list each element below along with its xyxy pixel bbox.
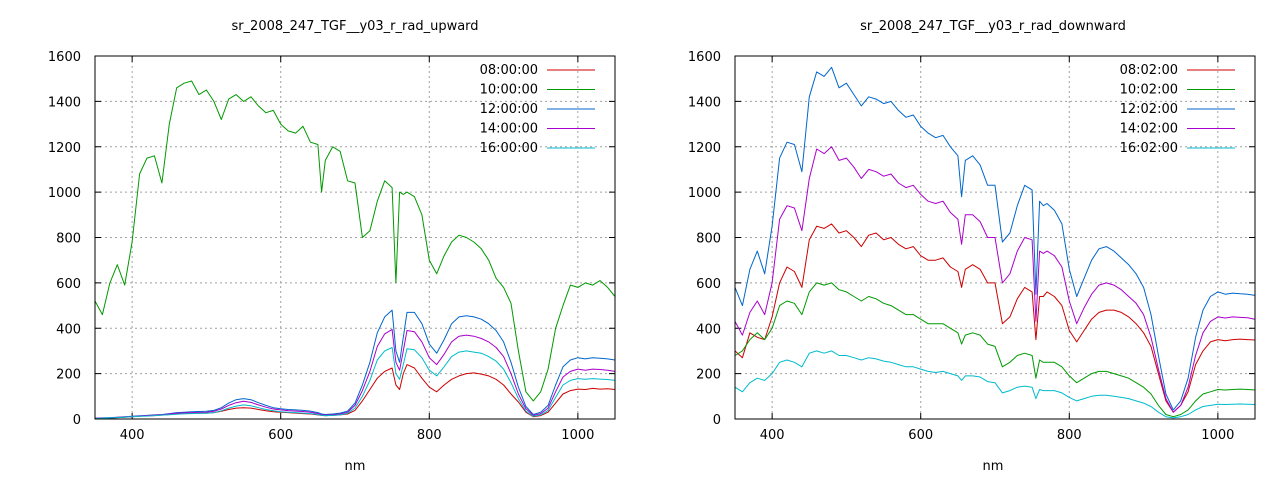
- series-line-1: [94, 364, 616, 419]
- x-tick-label: 800: [1057, 428, 1082, 443]
- tick-labels: 400 600 800 1000 0 200 400 600 800 1000 1200 1400 16…: [688, 50, 1255, 443]
- series-line-5: [734, 350, 1256, 419]
- chart-title: sr_2008_247_TGF__y03_r_rad_upward: [231, 19, 478, 34]
- y-tick-label: 1200: [688, 141, 721, 156]
- y-tick-label: 400: [56, 322, 81, 337]
- x-tick-label: 1000: [1201, 428, 1234, 443]
- x-tick-label: 1000: [561, 428, 594, 443]
- y-tick-label: 800: [56, 232, 81, 247]
- legend-label: 08:02:00: [1120, 63, 1178, 78]
- series-line-3: [734, 66, 1256, 411]
- x-axis-label: nm: [983, 459, 1004, 474]
- y-tick-label: 200: [56, 368, 81, 383]
- grid-lines: [95, 56, 615, 419]
- y-tick-label: 1400: [48, 95, 81, 110]
- y-tick-label: 200: [696, 368, 721, 383]
- legend-label: 08:00:00: [480, 63, 538, 78]
- series-line-4: [94, 328, 616, 419]
- y-tick-label: 1400: [688, 95, 721, 110]
- series-lines: [94, 80, 616, 419]
- y-tick-label: 1600: [48, 50, 81, 65]
- legend-label: 16:00:00: [480, 141, 538, 156]
- legend-label: 16:02:00: [1120, 141, 1178, 156]
- y-tick-label: 1000: [688, 186, 721, 201]
- x-tick-label: 400: [760, 428, 785, 443]
- legend-label: 10:00:00: [480, 83, 538, 98]
- series-line-5: [94, 347, 616, 419]
- legend-label: 12:00:00: [480, 102, 538, 117]
- series-line-2: [94, 80, 616, 402]
- series-line-3: [94, 309, 616, 419]
- x-tick-label: 600: [908, 428, 933, 443]
- y-tick-label: 1600: [688, 50, 721, 65]
- legend-label: 10:02:00: [1120, 83, 1178, 98]
- legend: 08:00:00 10:00:00 12:00:00 14:00:00 16:00:00: [480, 63, 595, 156]
- x-tick-label: 400: [120, 428, 145, 443]
- chart-title: sr_2008_247_TGF__y03_r_rad_downward: [860, 19, 1126, 34]
- plot-frame: [94, 55, 616, 420]
- y-tick-label: 400: [696, 322, 721, 337]
- legend-label: 12:02:00: [1120, 102, 1178, 117]
- y-tick-label: 0: [73, 413, 81, 428]
- series-lines: [734, 66, 1256, 419]
- legend-label: 14:02:00: [1120, 122, 1178, 137]
- chart-downward: sr_2008_247_TGF__y03_r_rad_downward 400 6…: [688, 19, 1256, 474]
- y-tick-label: 600: [696, 277, 721, 292]
- y-tick-label: 800: [696, 232, 721, 247]
- plot-frame: [734, 55, 1256, 420]
- y-tick-label: 600: [56, 277, 81, 292]
- y-tick-label: 0: [713, 413, 721, 428]
- series-line-1: [734, 223, 1256, 413]
- legend: 08:02:00 10:02:00 12:02:00 14:02:00 16:02:00: [1120, 63, 1235, 156]
- series-line-4: [734, 146, 1256, 413]
- chart-upward: sr_2008_247_TGF__y03_r_rad_upward 400 600…: [48, 19, 616, 474]
- series-line-2: [734, 282, 1256, 418]
- x-axis-label: nm: [345, 459, 366, 474]
- x-tick-label: 600: [268, 428, 293, 443]
- legend-label: 14:00:00: [480, 122, 538, 137]
- y-tick-label: 1200: [48, 141, 81, 156]
- x-tick-label: 800: [417, 428, 442, 443]
- tick-labels: 400 600 800 1000 0 200 400 600 800 1000 1200 1400 16…: [48, 50, 615, 443]
- y-tick-label: 1000: [48, 186, 81, 201]
